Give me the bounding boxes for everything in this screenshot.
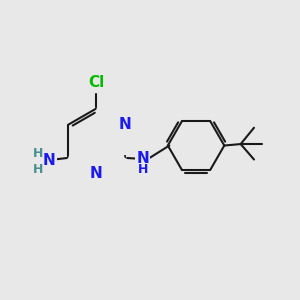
Text: N: N	[136, 152, 149, 166]
Text: H: H	[33, 147, 44, 161]
Text: N: N	[43, 153, 55, 168]
Text: Cl: Cl	[88, 75, 105, 90]
Text: H: H	[33, 163, 44, 176]
Text: N: N	[118, 117, 131, 132]
Text: H: H	[138, 163, 148, 176]
Text: N: N	[90, 166, 103, 181]
